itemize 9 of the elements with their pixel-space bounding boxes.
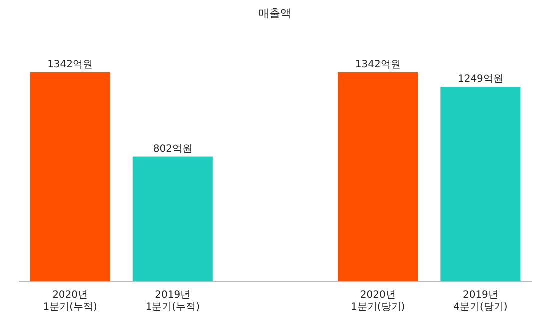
data-label: 1342억원	[48, 59, 94, 70]
data-label: 802억원	[153, 144, 192, 155]
data-label: 1249억원	[458, 74, 504, 85]
data-label: 1342억원	[355, 59, 401, 70]
x-tick-label: 2020년 1분기(당기)	[351, 290, 406, 313]
x-tick-label: 2019년 4분기(당기)	[454, 290, 508, 313]
x-tick-label: 2019년 1분기(누적)	[146, 290, 200, 313]
x-tick-label: 2020년 1분기(누적)	[43, 290, 98, 313]
chart-title: 매출액	[258, 7, 292, 20]
